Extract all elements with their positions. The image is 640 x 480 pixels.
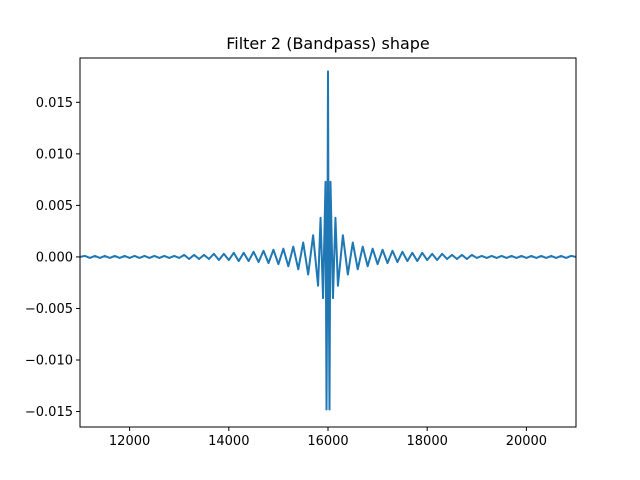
y-tick-label: −0.005 — [25, 302, 73, 317]
plot-area — [79, 70, 577, 411]
axes-frame — [79, 57, 577, 428]
y-tick-label: 0.010 — [36, 147, 73, 162]
y-tick-label: 0.000 — [36, 250, 73, 265]
x-axis: 12000 14000 16000 18000 20000 — [109, 427, 547, 449]
x-tick-label: 20000 — [506, 434, 547, 449]
series-line-0 — [79, 70, 577, 411]
x-tick-label: 18000 — [407, 434, 448, 449]
chart-title: Filter 2 (Bandpass) shape — [226, 34, 430, 53]
x-tick-label: 12000 — [109, 434, 150, 449]
y-tick-label: 0.015 — [36, 96, 73, 111]
y-tick-label: 0.005 — [36, 199, 73, 214]
x-tick-label: 14000 — [208, 434, 249, 449]
x-tick-label: 16000 — [307, 434, 348, 449]
y-tick-label: −0.015 — [25, 405, 73, 420]
y-tick-label: −0.010 — [25, 354, 73, 369]
y-axis: 0.015 0.010 0.005 0.000 −0.005 −0.010 −0.015 — [25, 96, 80, 420]
